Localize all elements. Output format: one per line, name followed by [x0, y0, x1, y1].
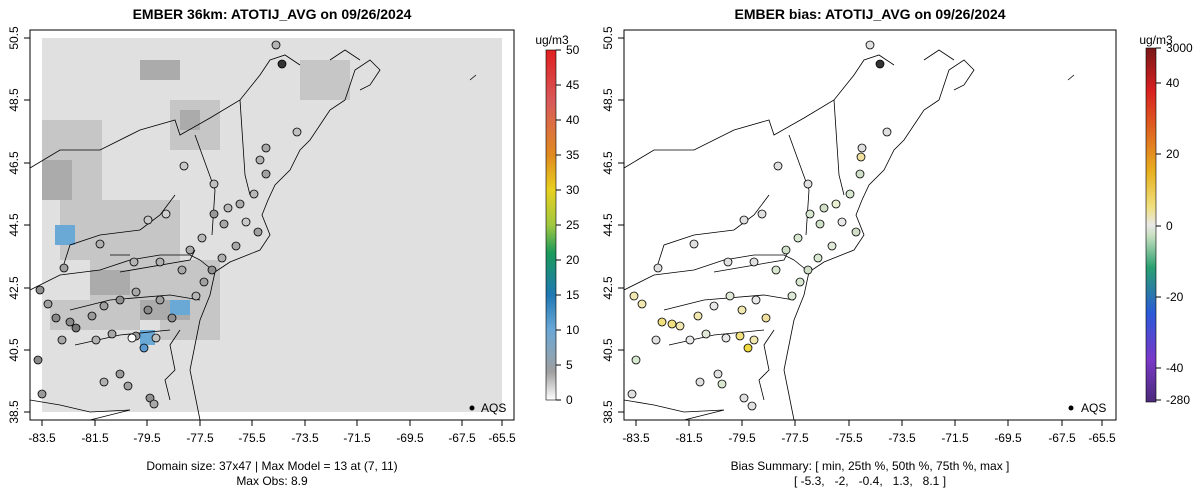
right-x-tick: -73.5	[888, 431, 916, 445]
right-y-tick: 38.5	[601, 400, 615, 424]
right-x-tick: -77.5	[781, 431, 809, 445]
left-colorbar-label: 50	[566, 43, 580, 57]
right-y-tick: 50.5	[601, 26, 615, 50]
left-model-cells-dark	[42, 60, 200, 320]
left-x-tick: -71.5	[343, 431, 371, 445]
right-footer-bias-values: [ -5.3, -2, -0.4, 1.3, 8.1 ]	[794, 474, 946, 488]
left-colorbar-label: 15	[566, 288, 580, 302]
left-map: AQS	[30, 38, 506, 420]
right-colorbar-label: 40	[1166, 76, 1180, 90]
right-x-tick: -71.5	[941, 431, 969, 445]
left-colorbar-label: 20	[566, 253, 580, 267]
right-colorbar-label: -20	[1166, 290, 1184, 304]
right-colorbar-label: 20	[1166, 147, 1180, 161]
right-map: AQS	[624, 30, 1116, 420]
left-y-tick: 40.5	[7, 338, 21, 362]
right-x-tick: -83.5	[622, 431, 650, 445]
right-y-axis: 38.5 40.5 42.5 44.5 46.5 48.5 50.5	[601, 26, 624, 424]
right-x-tick: -69.5	[994, 431, 1022, 445]
right-x-tick: -81.5	[675, 431, 703, 445]
right-y-tick: 48.5	[601, 88, 615, 112]
right-colorbar-ticks: 3000 40 20 0 -20 -40 -280	[1156, 41, 1193, 407]
right-x-tick: -79.5	[728, 431, 756, 445]
right-obs-points	[627, 40, 892, 411]
left-x-tick: -67.5	[448, 431, 476, 445]
right-y-tick: 46.5	[601, 151, 615, 175]
left-x-axis: -83.5 -81.5 -79.5 -77.5 -75.5 -73.5 -71.…	[28, 420, 516, 445]
left-legend-dot	[469, 405, 475, 411]
right-legend-label: AQS	[1081, 401, 1106, 415]
right-colorbar-label: -280	[1166, 393, 1190, 407]
left-colorbar-label: 35	[566, 148, 580, 162]
left-obs-points	[33, 40, 302, 409]
left-x-tick: -81.5	[81, 431, 109, 445]
right-legend-dot	[1068, 405, 1074, 411]
right-y-tick: 42.5	[601, 276, 615, 300]
right-colorbar-label: 3000	[1166, 41, 1193, 55]
left-y-tick: 46.5	[7, 151, 21, 175]
right-colorbar	[1145, 47, 1157, 403]
left-colorbar-label: 45	[566, 78, 580, 92]
right-x-axis: -83.5 -81.5 -79.5 -77.5 -75.5 -73.5 -71.…	[622, 420, 1116, 445]
right-y-tick: 44.5	[601, 213, 615, 237]
left-footer-maxobs: Max Obs: 8.9	[236, 474, 308, 488]
left-title: EMBER 36km: ATOTIJ_AVG on 09/26/2024	[133, 6, 412, 22]
left-colorbar-label: 40	[566, 113, 580, 127]
left-x-tick: -73.5	[291, 431, 319, 445]
left-x-tick: -69.5	[396, 431, 424, 445]
left-model-cells-high	[55, 225, 190, 345]
right-colorbar-label: 0	[1166, 219, 1173, 233]
left-legend-label: AQS	[481, 401, 506, 415]
left-colorbar-ticks: 0 5 10 15 20 25 30 35 40 45 50	[556, 43, 580, 407]
left-y-axis: 38.5 40.5 42.5 44.5 46.5 48.5 50.5	[7, 26, 30, 424]
right-colorbar-label: -40	[1166, 361, 1184, 375]
left-x-tick: -65.5	[488, 431, 516, 445]
right-footer-bias-header: Bias Summary: [ min, 25th %, 50th %, 75t…	[731, 459, 1010, 473]
left-x-tick: -79.5	[133, 431, 161, 445]
left-y-tick: 44.5	[7, 213, 21, 237]
right-y-tick: 40.5	[601, 338, 615, 362]
left-colorbar-unit: ug/m3	[535, 33, 569, 47]
right-x-tick: -75.5	[835, 431, 863, 445]
right-x-tick: -65.5	[1088, 431, 1116, 445]
left-colorbar	[545, 49, 557, 401]
right-coastlines	[624, 49, 1075, 420]
left-footer-domain: Domain size: 37x47 | Max Model = 13 at (…	[146, 459, 397, 473]
left-x-tick: -77.5	[186, 431, 214, 445]
left-colorbar-label: 30	[566, 183, 580, 197]
left-colorbar-label: 5	[566, 358, 573, 372]
left-colorbar-label: 10	[566, 323, 580, 337]
right-colorbar-unit: ug/m3	[1139, 33, 1173, 47]
left-y-tick: 48.5	[7, 88, 21, 112]
left-coastlines	[30, 49, 477, 420]
left-y-tick: 42.5	[7, 276, 21, 300]
left-colorbar-label: 25	[566, 218, 580, 232]
left-x-tick: -83.5	[28, 431, 56, 445]
left-y-tick: 38.5	[7, 400, 21, 424]
right-title: EMBER bias: ATOTIJ_AVG on 09/26/2024	[734, 6, 1005, 22]
left-x-tick: -75.5	[238, 431, 266, 445]
right-x-tick: -67.5	[1048, 431, 1076, 445]
left-y-tick: 50.5	[7, 26, 21, 50]
left-colorbar-label: 0	[566, 393, 573, 407]
